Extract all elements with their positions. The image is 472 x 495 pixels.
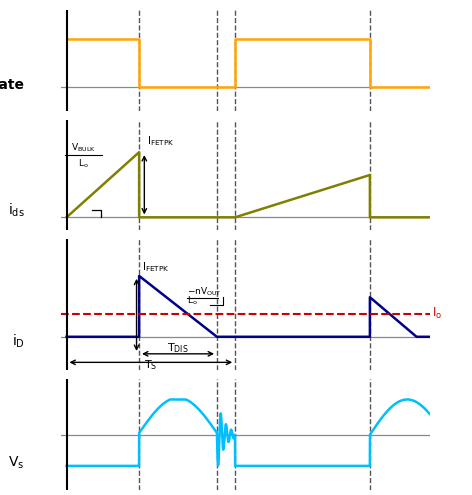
Text: $\mathregular{T_S}$: $\mathregular{T_S}$	[144, 358, 158, 372]
Text: Gate: Gate	[0, 78, 25, 93]
Text: $\mathregular{-nV_{OUT}}$: $\mathregular{-nV_{OUT}}$	[187, 285, 222, 297]
Text: $\mathregular{I_{FETPK}}$: $\mathregular{I_{FETPK}}$	[147, 134, 175, 148]
Text: $\mathregular{L_o}$: $\mathregular{L_o}$	[187, 295, 198, 307]
Text: $\mathregular{I_{FETPK}}$: $\mathregular{I_{FETPK}}$	[142, 260, 169, 274]
Text: $\mathregular{i_D}$: $\mathregular{i_D}$	[11, 333, 25, 350]
Text: $\mathregular{V_s}$: $\mathregular{V_s}$	[8, 454, 25, 471]
Text: $\mathregular{i_{ds}}$: $\mathregular{i_{ds}}$	[8, 202, 25, 219]
Text: $\mathregular{T_{DIS}}$: $\mathregular{T_{DIS}}$	[167, 341, 189, 354]
Text: $\mathregular{L_o}$: $\mathregular{L_o}$	[78, 158, 89, 170]
Text: $\mathregular{I_o}$: $\mathregular{I_o}$	[432, 306, 442, 321]
Text: $\mathregular{V_{BULK}}$: $\mathregular{V_{BULK}}$	[71, 141, 96, 153]
